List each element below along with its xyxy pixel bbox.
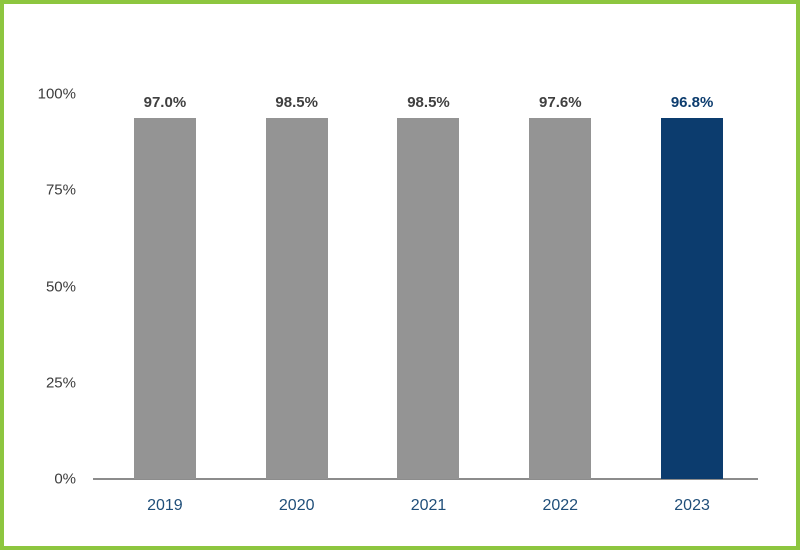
x-axis-label: 2022: [542, 497, 579, 514]
x-axis-line: [93, 478, 758, 480]
x-axis-label: 2021: [410, 497, 447, 514]
y-axis-tick-label: 0%: [54, 470, 76, 488]
bar-slot: 98.5% 2021: [363, 94, 495, 514]
bar-slot: 98.5% 2020: [231, 94, 363, 514]
bar-chart-plot-area: 97.0% 2019 98.5% 2020 98.5% 2021 97.6% 2022 96.8…: [93, 94, 758, 514]
bar-value-label: 97.0%: [143, 94, 187, 111]
bar-value-label: 97.6%: [539, 94, 582, 111]
bar-slot: 97.0% 2019: [99, 94, 231, 514]
bar-slot: 96.8% 2023: [626, 94, 758, 514]
bar-value-label: 98.5%: [407, 94, 450, 111]
x-axis-label: 2020: [278, 497, 315, 514]
bar: [397, 118, 460, 479]
bar: [661, 118, 724, 479]
y-axis: 0% 25% 50% 75% 100%: [4, 86, 82, 488]
bar-value-label: 98.5%: [275, 94, 318, 111]
bar: [133, 118, 196, 479]
y-axis-tick-label: 100%: [37, 85, 76, 103]
y-axis-tick-label: 75%: [45, 181, 76, 199]
y-axis-tick-label: 25%: [45, 374, 76, 392]
bar-value-label: 96.8%: [670, 94, 714, 111]
x-axis-label: 2023: [674, 497, 710, 514]
bar: [529, 118, 592, 479]
bar: [265, 118, 328, 479]
y-axis-tick-label: 50%: [45, 278, 76, 295]
x-axis-label: 2019: [147, 497, 183, 514]
bar-slot: 97.6% 2022: [494, 94, 626, 514]
